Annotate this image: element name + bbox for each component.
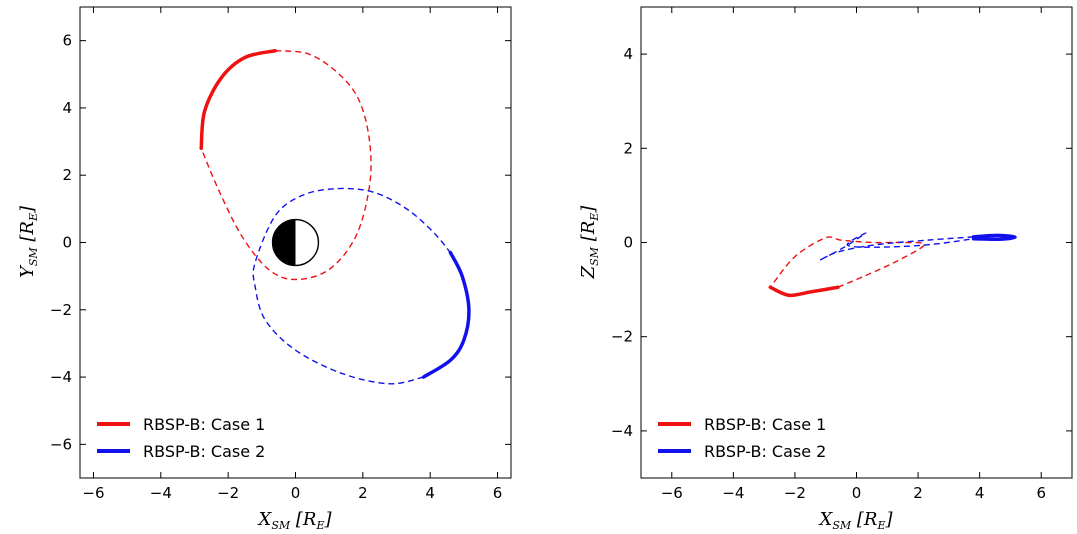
x-tick-label: 2 xyxy=(913,484,923,502)
series-orbit-dashed-case-1 xyxy=(769,236,925,288)
legend-xz: RBSP-B: Case 1 RBSP-B: Case 2 xyxy=(658,415,826,461)
y-tick-label: −2 xyxy=(50,301,72,319)
series-orbit-dashed-case-2 xyxy=(252,187,451,385)
x-tick-label: 6 xyxy=(493,484,503,502)
series-segment-solid-case-2 xyxy=(971,233,1017,242)
x-ticks-xy: −6 −4 −2 0 2 4 6 xyxy=(82,7,502,502)
plot-frame-xz xyxy=(640,6,1073,479)
y-tick-label: −2 xyxy=(611,328,633,346)
earth-icon xyxy=(271,218,320,267)
series-group-xz xyxy=(768,232,1017,298)
x-axis-label-xz: XSM [RE] xyxy=(817,509,893,532)
legend-label-case-1: RBSP-B: Case 1 xyxy=(143,415,265,434)
panel-xz: −6 −4 −2 0 2 4 6 −4 −2 0 2 4 XSM [RE] ZSM [RE] RBS… xyxy=(578,6,1073,532)
y-tick-label: 2 xyxy=(623,139,633,157)
x-axis-label-xy: XSM [RE] xyxy=(256,509,332,532)
x-ticks-xz: −6 −4 −2 0 2 4 6 xyxy=(661,7,1046,502)
y-tick-label: 0 xyxy=(62,234,72,252)
series-segment-solid-case-1 xyxy=(199,48,278,151)
legend-label-case-2: RBSP-B: Case 2 xyxy=(143,442,265,461)
y-axis-label-xz: ZSM [RE] xyxy=(578,205,601,280)
y-ticks-xy: −6 −4 −2 0 2 4 6 xyxy=(50,32,511,453)
earth-night-side xyxy=(272,219,296,266)
x-tick-label: 0 xyxy=(852,484,862,502)
y-tick-label: 0 xyxy=(623,234,633,252)
x-tick-label: 6 xyxy=(1036,484,1046,502)
legend-xy: RBSP-B: Case 1 RBSP-B: Case 2 xyxy=(97,415,265,461)
x-tick-label: −2 xyxy=(784,484,806,502)
y-tick-label: 6 xyxy=(62,32,72,50)
x-tick-label: −6 xyxy=(661,484,683,502)
x-tick-label: 4 xyxy=(425,484,435,502)
series-orbit-dashed-case-2 xyxy=(818,232,974,262)
y-tick-label: −6 xyxy=(50,435,72,453)
legend-label-case-1: RBSP-B: Case 1 xyxy=(704,415,826,434)
x-tick-label: 0 xyxy=(291,484,301,502)
x-tick-label: 2 xyxy=(358,484,368,502)
x-tick-label: −2 xyxy=(217,484,239,502)
series-orbit-dashed-case-1 xyxy=(200,50,372,281)
y-tick-label: −4 xyxy=(50,368,72,386)
legend-label-case-2: RBSP-B: Case 2 xyxy=(704,442,826,461)
y-tick-label: 4 xyxy=(62,99,72,117)
y-tick-label: 4 xyxy=(623,45,633,63)
series-group-xy xyxy=(199,48,471,385)
y-tick-label: −4 xyxy=(611,422,633,440)
series-segment-solid-case-1 xyxy=(768,285,840,298)
x-tick-label: −4 xyxy=(150,484,172,502)
x-tick-label: 4 xyxy=(975,484,985,502)
x-tick-label: −6 xyxy=(82,484,104,502)
series-segment-solid-case-2 xyxy=(421,250,471,379)
x-tick-label: −4 xyxy=(722,484,744,502)
y-tick-label: 2 xyxy=(62,166,72,184)
y-axis-label-xy: YSM [RE] xyxy=(17,205,40,278)
y-ticks-xz: −4 −2 0 2 4 xyxy=(611,45,1072,440)
